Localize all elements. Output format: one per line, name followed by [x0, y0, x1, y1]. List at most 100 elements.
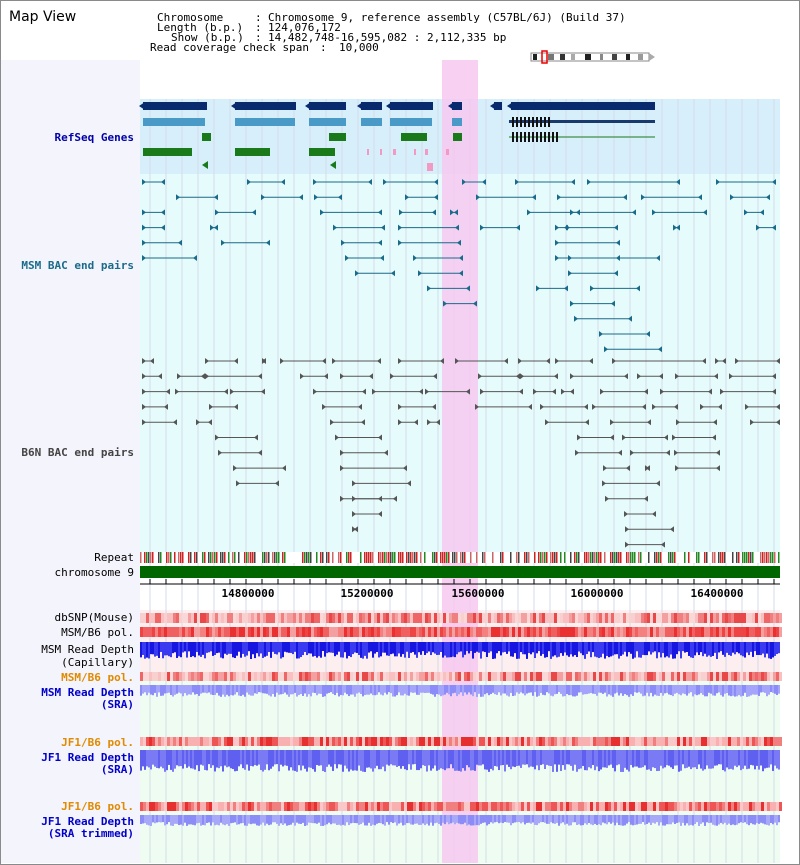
read-depth-bar — [596, 750, 598, 767]
read-depth-bar — [778, 815, 780, 823]
polymorphism-cell — [779, 627, 782, 637]
polymorphism-cell — [575, 737, 578, 746]
repeat-element — [542, 552, 544, 563]
read-depth-bar — [456, 642, 458, 655]
read-depth-bar — [260, 815, 262, 825]
read-depth-bar — [200, 750, 202, 765]
read-depth-bar — [628, 815, 630, 823]
axis-tick-label: 15600000 — [452, 587, 505, 600]
bac-end-marker — [322, 403, 326, 410]
polymorphism-cell — [329, 802, 332, 811]
read-depth-bar — [392, 642, 394, 654]
polymorphism-cell — [485, 737, 488, 746]
polymorphism-cell — [290, 737, 293, 746]
b6n-bac-label[interactable]: B6N BAC end pairs — [21, 446, 134, 459]
polymorphism-cell — [209, 737, 212, 746]
msm-depth-sra-label2[interactable]: (SRA) — [100, 698, 134, 711]
msm-b6-pol-sra-label[interactable]: MSM/B6 pol. — [61, 671, 134, 684]
jf1-b6-pol-label[interactable]: JF1/B6 pol. — [61, 736, 134, 749]
polymorphism-cell — [752, 627, 755, 637]
read-depth-bar — [734, 750, 736, 766]
bac-end-marker — [340, 495, 344, 502]
repeat-element — [456, 552, 458, 563]
read-depth-bar — [642, 815, 644, 823]
read-depth-bar — [184, 642, 186, 652]
read-depth-bar — [706, 642, 708, 657]
polymorphism-cell — [719, 627, 722, 637]
read-depth-bar — [228, 815, 230, 826]
bac-end-marker — [585, 419, 589, 426]
jf1-depth-trim-label1[interactable]: JF1 Read Depth — [41, 815, 134, 828]
read-depth-bar — [492, 750, 494, 771]
read-depth-bar — [222, 815, 224, 825]
polymorphism-cell — [689, 802, 692, 811]
length-key: Length (b.p.) — [157, 21, 244, 34]
read-depth-bar — [236, 815, 238, 825]
read-depth-bar — [682, 685, 684, 694]
polymorphism-cell — [734, 737, 737, 746]
read-depth-bar — [542, 750, 544, 765]
repeat-element — [170, 552, 172, 563]
read-depth-bar — [680, 750, 682, 771]
read-depth-bar — [376, 750, 378, 766]
polymorphism-cell — [236, 802, 239, 811]
read-depth-bar — [172, 815, 174, 826]
read-depth-bar — [544, 750, 546, 770]
read-depth-bar — [442, 815, 444, 823]
read-depth-bar — [316, 750, 318, 766]
read-depth-bar — [488, 685, 490, 696]
polymorphism-cell — [305, 737, 308, 746]
axis-tick-label: 14800000 — [222, 587, 275, 600]
polymorphism-cell — [731, 613, 734, 623]
read-depth-bar — [712, 642, 714, 656]
read-depth-bar — [174, 815, 176, 824]
repeat-element — [282, 552, 284, 563]
bac-end-marker — [403, 465, 407, 472]
read-depth-bar — [366, 815, 368, 826]
polymorphism-cell — [182, 613, 185, 623]
read-depth-bar — [634, 642, 636, 658]
read-depth-bar — [232, 815, 234, 823]
read-depth-bar — [768, 685, 770, 695]
bac-end-marker — [399, 209, 403, 216]
read-depth-bar — [444, 685, 446, 695]
polymorphism-cell — [554, 627, 557, 637]
read-depth-bar — [652, 642, 654, 653]
repeat-element — [656, 552, 658, 563]
bac-end-marker — [280, 358, 284, 364]
repeat-element — [360, 552, 362, 563]
repeat-element — [248, 552, 250, 563]
bac-end-marker — [676, 224, 680, 231]
gene-feature — [453, 133, 462, 141]
bac-end-marker — [418, 270, 422, 277]
read-depth-bar — [202, 815, 204, 825]
read-depth-bar — [632, 642, 634, 659]
polymorphism-cell — [539, 672, 542, 681]
bac-end-marker — [602, 480, 606, 487]
read-depth-bar — [448, 750, 450, 769]
refseq-genes-label[interactable]: RefSeq Genes — [54, 131, 134, 144]
polymorphism-cell — [551, 672, 554, 681]
msm-depth-sra-label1[interactable]: MSM Read Depth — [41, 686, 134, 699]
read-depth-bar — [556, 685, 558, 694]
read-depth-bar — [532, 685, 534, 696]
msm-bac-label[interactable]: MSM BAC end pairs — [21, 259, 134, 272]
repeat-element — [746, 552, 748, 563]
jf1-depth-sra-label1[interactable]: JF1 Read Depth — [41, 751, 134, 764]
polymorphism-cell — [422, 627, 425, 637]
bac-end-marker — [434, 194, 438, 201]
polymorphism-cell — [632, 672, 635, 681]
polymorphism-cell — [548, 672, 551, 681]
bac-end-marker — [372, 388, 376, 395]
polymorphism-cell — [470, 672, 473, 681]
jf1-b6-pol-trim-label[interactable]: JF1/B6 pol. — [61, 800, 134, 813]
polymorphism-cell — [227, 672, 230, 681]
chromosome-value: Chromosome 9, reference assembly (C57BL/… — [268, 11, 626, 24]
jf1-depth-sra-label2[interactable]: (SRA) — [100, 763, 134, 776]
jf1-depth-trim-label2[interactable]: (SRA trimmed) — [47, 827, 134, 840]
repeat-element — [378, 552, 380, 563]
read-depth-bar — [686, 750, 688, 768]
polymorphism-cell — [155, 613, 158, 623]
read-depth-bar — [778, 642, 780, 654]
